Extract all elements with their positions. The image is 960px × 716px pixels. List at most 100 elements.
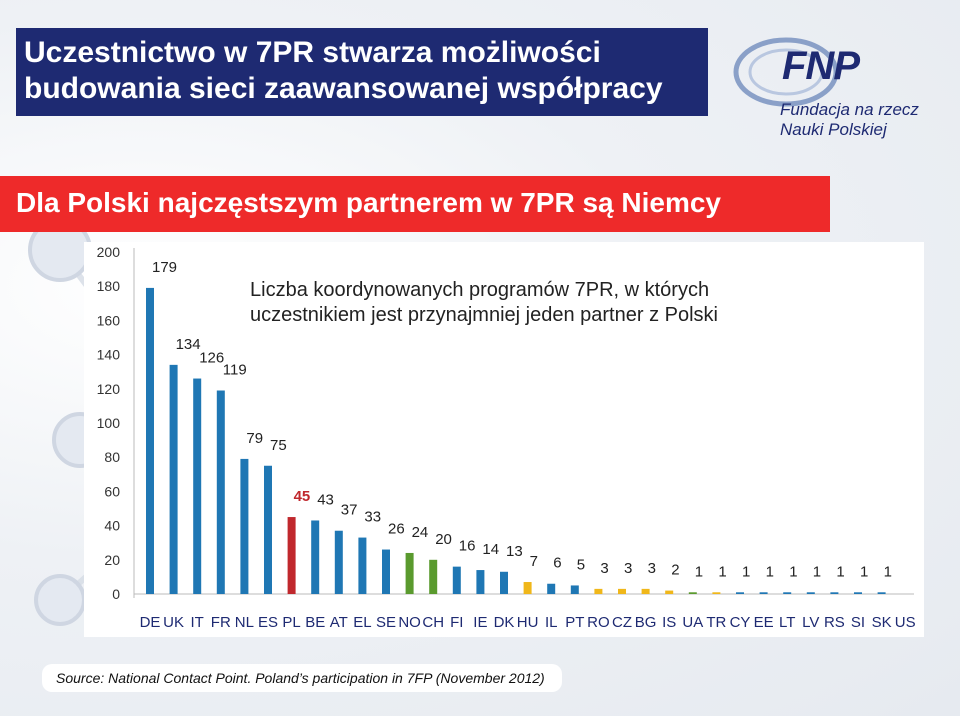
bar: [264, 465, 272, 594]
y-tick-label: 80: [104, 449, 120, 465]
x-tick-label: UK: [163, 614, 184, 631]
bar: [193, 378, 202, 594]
bar: [547, 583, 556, 594]
y-tick-label: 20: [104, 552, 120, 568]
y-tick-label: 160: [97, 312, 121, 328]
y-tick-label: 40: [104, 518, 120, 534]
title-banner: [16, 28, 708, 116]
x-tick-label: US: [895, 614, 916, 631]
bar: [783, 592, 792, 594]
data-label: 3: [600, 560, 608, 577]
x-tick-label: EL: [353, 614, 371, 631]
logo-subtitle: Fundacja na rzecz Nauki Polskiej: [780, 100, 919, 140]
x-tick-label: CH: [422, 614, 444, 631]
x-tick-label: SK: [872, 614, 892, 631]
data-label: 75: [270, 437, 287, 454]
x-tick-label: EE: [754, 614, 774, 631]
data-label: 14: [482, 541, 499, 558]
x-tick-label: FI: [450, 614, 463, 631]
data-label: 1: [766, 563, 774, 580]
logo-swoosh-icon: [733, 37, 839, 107]
source-box: [42, 664, 562, 692]
x-tick-label: BG: [635, 614, 657, 631]
data-label: 33: [364, 509, 381, 526]
x-tick-label: ES: [258, 614, 278, 631]
x-tick-label: SI: [851, 614, 865, 631]
y-tick-label: 0: [112, 586, 120, 602]
bar: [736, 592, 744, 594]
bar: [169, 364, 178, 594]
bar: [405, 552, 414, 594]
y-tick-label: 200: [97, 244, 121, 260]
data-label: 179: [152, 259, 177, 276]
bar: [594, 588, 603, 594]
x-tick-label: CZ: [612, 614, 632, 631]
data-label: 3: [648, 560, 656, 577]
x-tick-label: AT: [330, 614, 348, 631]
bar: [334, 530, 343, 594]
bar: [382, 549, 390, 594]
bar: [216, 390, 225, 594]
bar: [688, 592, 697, 594]
data-label: 1: [695, 563, 703, 580]
x-tick-label: LV: [802, 614, 819, 631]
data-label: 45: [294, 488, 311, 505]
bar: [665, 590, 674, 594]
data-label: 119: [223, 362, 247, 379]
logo-brand: FNP: [782, 44, 860, 88]
y-tick-label: 100: [97, 415, 121, 431]
x-tick-label: PT: [565, 614, 584, 631]
bar: [641, 588, 650, 594]
x-tick-label: PL: [282, 614, 300, 631]
data-label: 1: [813, 563, 821, 580]
x-tick-label: IL: [545, 614, 558, 631]
data-label: 1: [836, 563, 844, 580]
data-label: 134: [176, 336, 201, 353]
data-label: 1: [742, 563, 750, 580]
x-tick-label: RS: [824, 614, 845, 631]
x-tick-label: DK: [494, 614, 515, 631]
slide-subtitle: Dla Polski najczęstszym partnerem w 7PR …: [16, 187, 721, 218]
source-note: Source: National Contact Point. Poland’s…: [56, 670, 545, 686]
bar: [712, 592, 721, 594]
bar: [877, 592, 886, 594]
bar: [830, 592, 839, 594]
chart-title: Liczba koordynowanych programów 7PR, w k…: [250, 279, 718, 326]
data-label: 3: [624, 560, 632, 577]
x-tick-label: BE: [305, 614, 325, 631]
data-label: 26: [388, 521, 405, 538]
bar: [311, 520, 320, 594]
data-label: 79: [246, 430, 263, 447]
x-tick-label: FR: [211, 614, 231, 631]
bar: [854, 592, 862, 594]
x-tick-label: IE: [473, 614, 487, 631]
data-label: 13: [506, 543, 523, 560]
data-label: 24: [412, 524, 429, 541]
x-tick-label: UA: [682, 614, 703, 631]
bar: [618, 588, 626, 594]
bar: [570, 585, 579, 594]
x-tick-label: NO: [398, 614, 421, 631]
x-tick-label: CY: [730, 614, 751, 631]
x-tick-label: RO: [587, 614, 610, 631]
y-tick-label: 180: [97, 278, 121, 294]
x-tick-label: HU: [517, 614, 539, 631]
logo-line-2: Nauki Polskiej: [780, 120, 887, 139]
data-label: 1: [860, 563, 868, 580]
data-label: 20: [435, 531, 452, 548]
bar: [240, 458, 249, 594]
data-label: 1: [718, 563, 726, 580]
bar: [806, 592, 815, 594]
bar: [287, 517, 296, 594]
data-label: 5: [577, 556, 585, 573]
data-label: 1: [884, 563, 892, 580]
data-label: 126: [199, 350, 224, 367]
bar: [452, 566, 461, 594]
subtitle-banner: [0, 176, 830, 232]
data-label: 7: [530, 553, 538, 570]
slide-title: Uczestnictwo w 7PR stwarza możliwości bu…: [24, 36, 663, 105]
x-tick-label: IS: [662, 614, 676, 631]
y-tick-label: 120: [97, 381, 121, 397]
bar: [358, 537, 367, 594]
